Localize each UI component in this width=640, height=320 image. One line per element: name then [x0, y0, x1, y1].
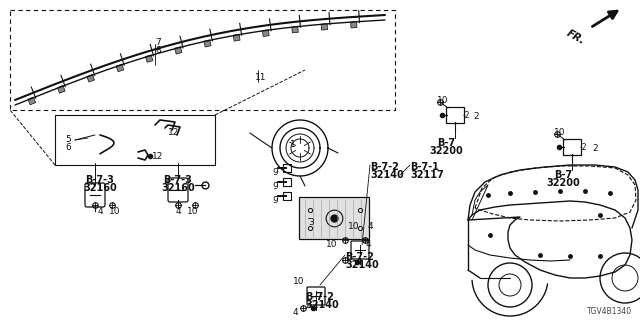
Bar [283, 192, 291, 200]
Text: 4: 4 [175, 207, 181, 216]
Bar [87, 75, 95, 82]
Bar [204, 40, 211, 47]
Text: -2: -2 [463, 110, 470, 119]
Text: 32140: 32140 [370, 170, 404, 180]
Text: 3: 3 [308, 218, 314, 227]
Text: 10: 10 [437, 96, 449, 105]
FancyBboxPatch shape [299, 197, 369, 239]
Text: 10: 10 [293, 277, 305, 286]
Text: 32160: 32160 [83, 183, 117, 193]
Text: 9: 9 [272, 182, 278, 191]
Text: 5: 5 [65, 135, 71, 144]
Bar [283, 178, 291, 186]
Text: 10: 10 [109, 207, 121, 216]
Text: 8: 8 [155, 46, 161, 55]
Text: 32200: 32200 [546, 178, 580, 188]
Bar [233, 34, 240, 41]
Bar [351, 21, 357, 28]
Text: FR.: FR. [565, 28, 587, 46]
Text: 32117: 32117 [410, 170, 444, 180]
Text: 4: 4 [97, 207, 103, 216]
Text: B-7-3: B-7-3 [86, 175, 115, 185]
Text: 6: 6 [65, 143, 71, 152]
Text: B-7-1: B-7-1 [410, 162, 439, 172]
Text: 32200: 32200 [429, 146, 463, 156]
Text: 11: 11 [255, 73, 266, 82]
Text: 1: 1 [290, 140, 296, 149]
Bar [283, 164, 291, 172]
Text: 7: 7 [155, 38, 161, 47]
Text: 32160: 32160 [161, 183, 195, 193]
Text: B-7: B-7 [554, 170, 572, 180]
Text: 10: 10 [348, 222, 360, 231]
Text: B-7: B-7 [437, 138, 455, 148]
Bar [175, 47, 182, 54]
Text: 32140: 32140 [305, 300, 339, 310]
Bar [292, 26, 298, 33]
Bar [321, 24, 328, 30]
Text: 2: 2 [592, 144, 598, 153]
Text: 2: 2 [473, 112, 479, 121]
Text: TGV4B1340: TGV4B1340 [587, 307, 632, 316]
Text: 10: 10 [326, 240, 337, 249]
Bar [28, 97, 36, 105]
Text: 10: 10 [188, 207, 199, 216]
Text: B-7-3: B-7-3 [164, 175, 193, 185]
Text: 12: 12 [152, 152, 163, 161]
Text: 4: 4 [368, 222, 374, 231]
Bar [145, 55, 153, 62]
Text: B-7-2: B-7-2 [345, 252, 374, 262]
Bar [58, 85, 65, 93]
Text: B-7-2: B-7-2 [305, 292, 334, 302]
Text: 9: 9 [272, 196, 278, 205]
Text: 4: 4 [366, 240, 372, 249]
Text: -2: -2 [580, 142, 588, 151]
Text: 9: 9 [272, 168, 278, 177]
Text: 32140: 32140 [345, 260, 379, 270]
Bar [262, 30, 269, 36]
Text: B-7-2: B-7-2 [370, 162, 399, 172]
Bar [116, 64, 124, 72]
Text: 12: 12 [168, 128, 179, 137]
Text: 10: 10 [554, 128, 566, 137]
Text: 4: 4 [293, 308, 299, 317]
